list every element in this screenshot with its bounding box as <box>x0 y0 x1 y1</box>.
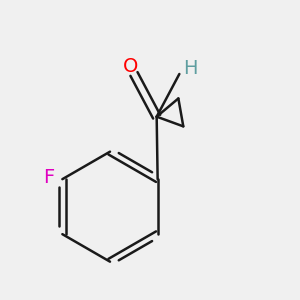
Text: H: H <box>183 59 197 79</box>
Text: O: O <box>123 57 138 76</box>
Text: F: F <box>43 168 54 187</box>
